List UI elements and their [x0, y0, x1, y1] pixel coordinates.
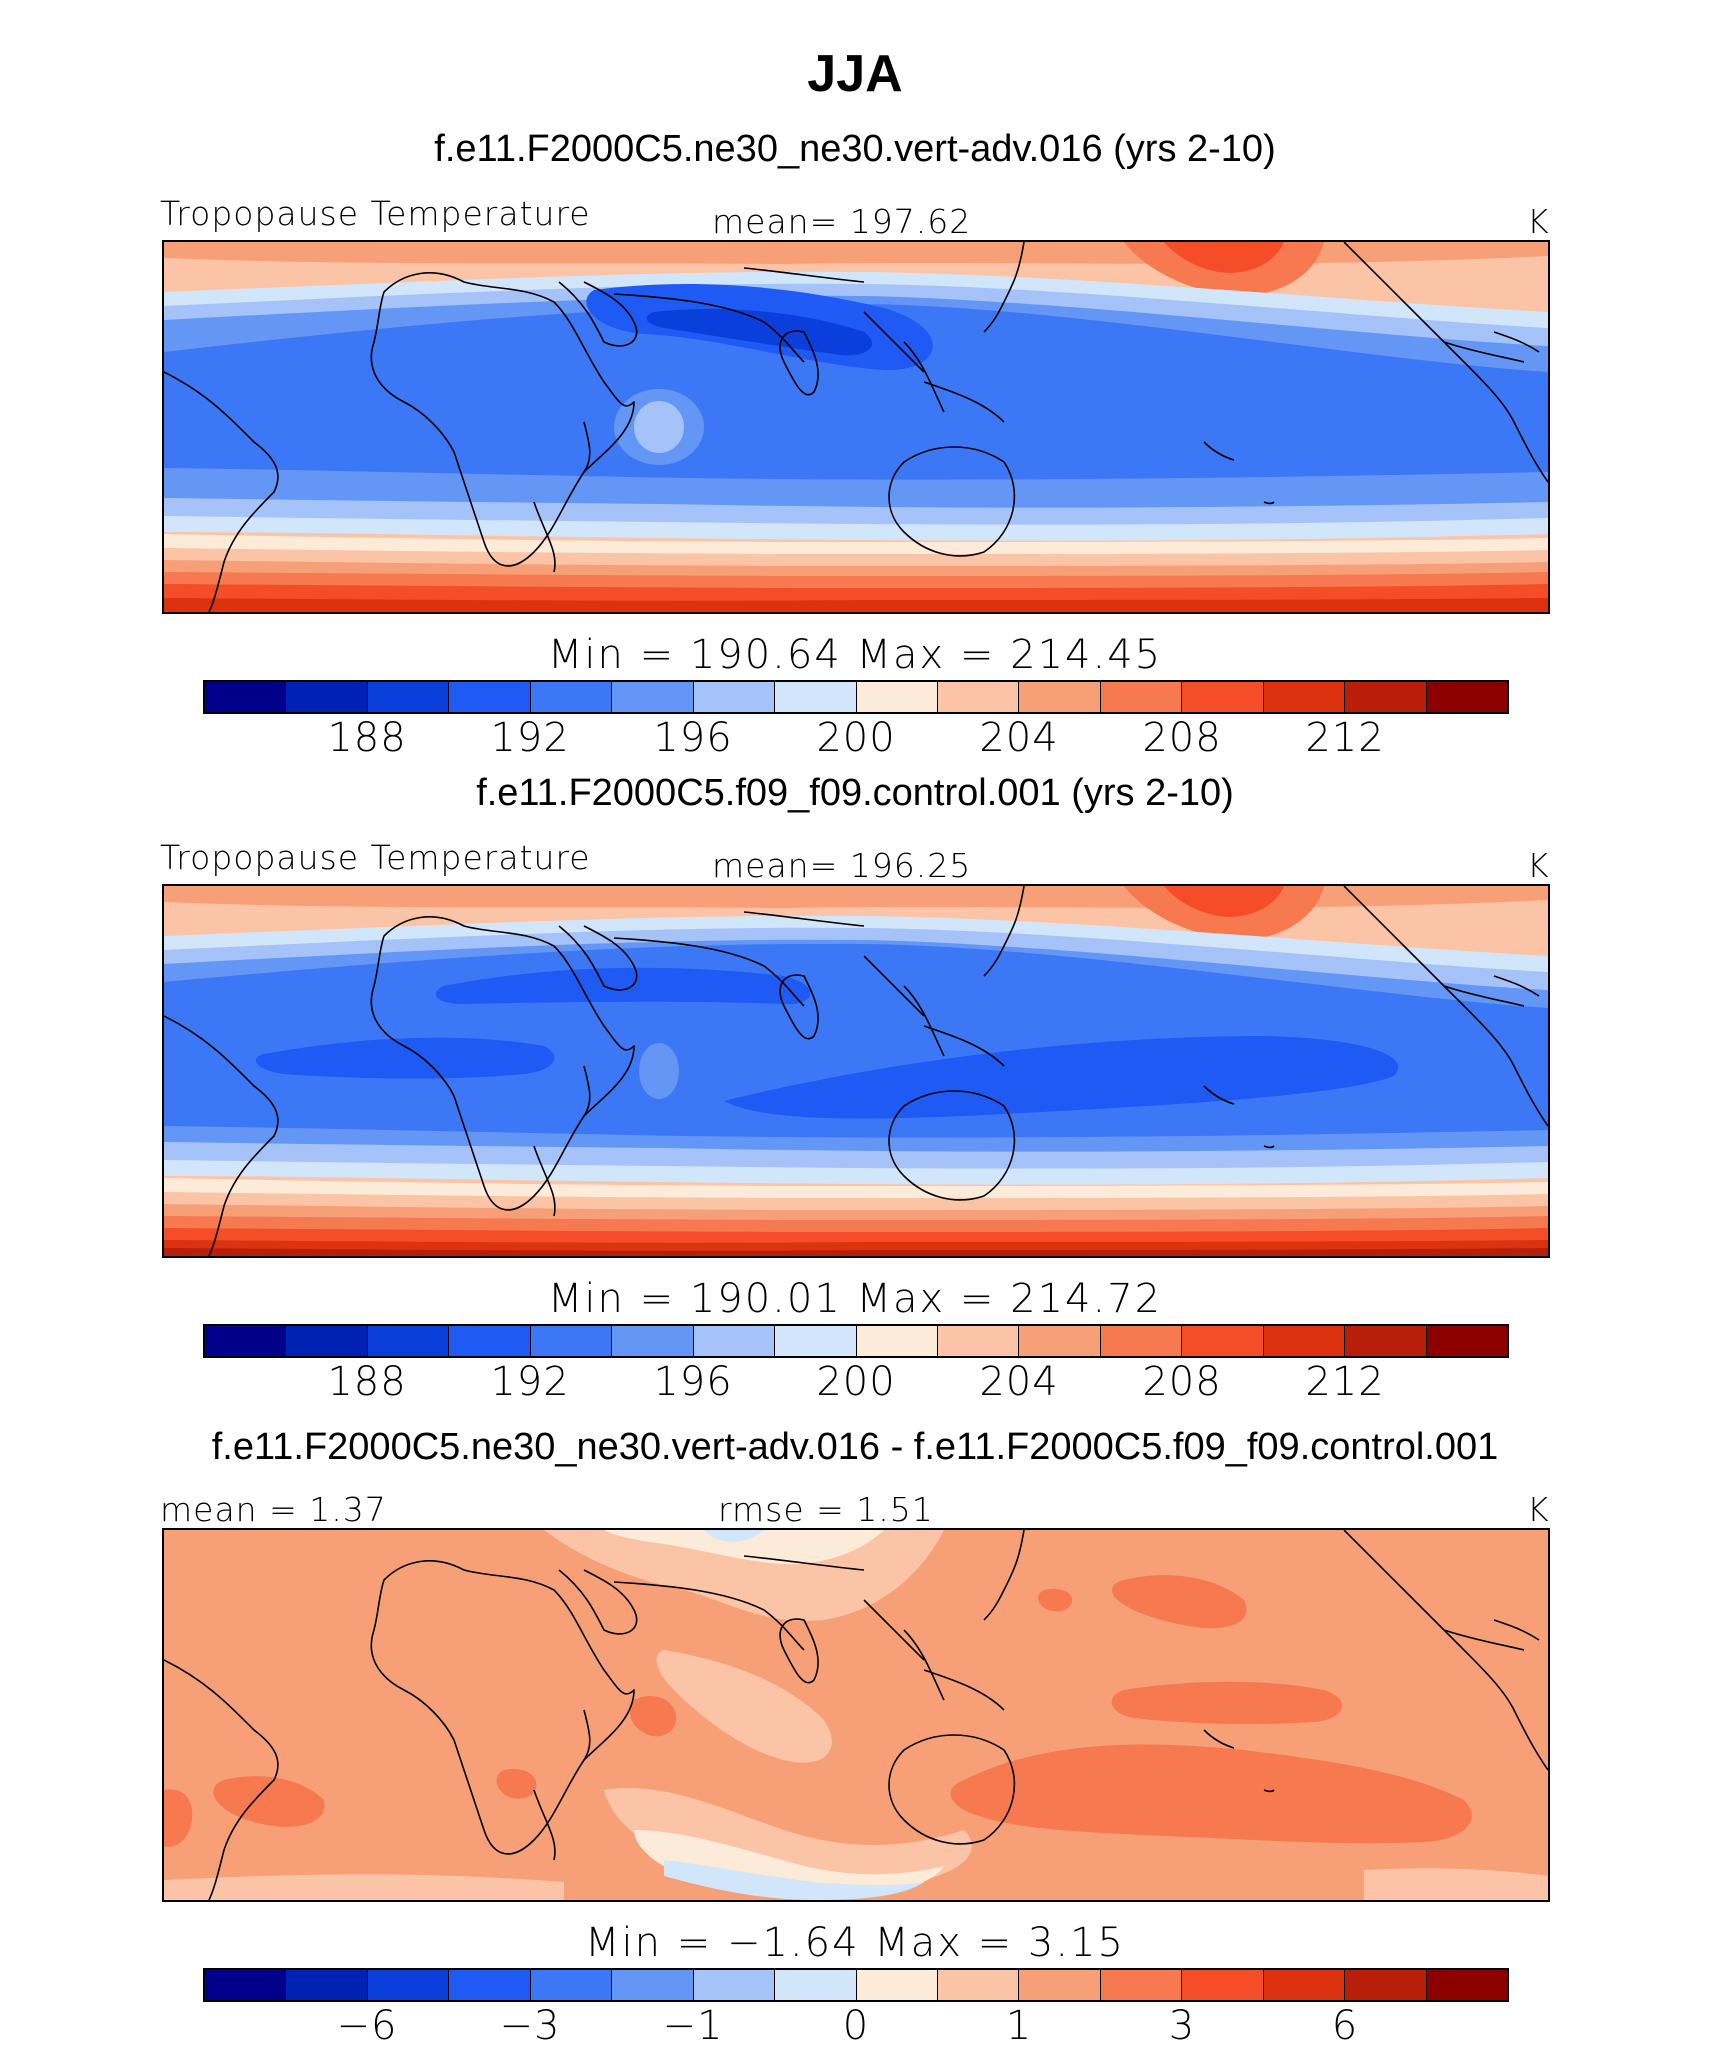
colorbar-tick-label: 208 [1142, 1359, 1222, 1405]
panel-3-colorbar [203, 1968, 1509, 2002]
colorbar-tick-label: 200 [816, 715, 896, 761]
colorbar-tick-label: 3 [1168, 2003, 1196, 2049]
colorbar-segment [1426, 682, 1507, 712]
colorbar-tick-label: 196 [653, 1359, 733, 1405]
colorbar-segment [612, 682, 694, 712]
colorbar-tick-label: 208 [1142, 715, 1222, 761]
colorbar-segment [856, 1326, 938, 1356]
colorbar-segment [1345, 682, 1427, 712]
panel-1-variable-label: Tropopause Temperature [160, 194, 591, 233]
colorbar-tick-label: 204 [979, 715, 1059, 761]
colorbar-segment [1263, 682, 1346, 712]
colorbar-segment [1019, 1970, 1101, 2000]
colorbar-segment [205, 682, 287, 712]
colorbar-segment [775, 1970, 857, 2000]
panel-1-minmax: Min = 190.64 Max = 214.45 [547, 632, 1163, 678]
panel-2-run-title: f.e11.F2000C5.f09_f09.control.001 (yrs 2… [476, 772, 1234, 814]
colorbar-segment [1426, 1326, 1507, 1356]
colorbar-tick-label: 204 [979, 1359, 1059, 1405]
colorbar-segment [286, 1970, 368, 2000]
colorbar-segment [367, 682, 450, 712]
colorbar-segment [449, 1326, 531, 1356]
panel-1-mean-label: mean= 197.62 [712, 202, 972, 241]
colorbar-tick-label: 0 [842, 2003, 870, 2049]
colorbar-tick-label: 212 [1305, 715, 1385, 761]
colorbar-segment [367, 1326, 450, 1356]
colorbar-tick-label: −1 [662, 2003, 724, 2049]
panel-2-mean-label: mean= 196.25 [712, 846, 972, 885]
panel-1-map [162, 240, 1550, 614]
colorbar-segment [530, 1326, 613, 1356]
panel-3-run-title: f.e11.F2000C5.ne30_ne30.vert-adv.016 - f… [211, 1426, 1499, 1468]
colorbar-segment [530, 1970, 613, 2000]
panel-2-units: K [1527, 846, 1550, 885]
colorbar-segment [856, 1970, 938, 2000]
colorbar-segment [693, 1326, 776, 1356]
colorbar-segment [1182, 682, 1264, 712]
colorbar-segment [1019, 682, 1101, 712]
colorbar-tick-label: −3 [499, 2003, 561, 2049]
colorbar-segment [937, 682, 1020, 712]
colorbar-tick-label: 196 [653, 715, 733, 761]
colorbar-segment [856, 682, 938, 712]
colorbar-segment [775, 1326, 857, 1356]
colorbar-tick-label: 188 [327, 1359, 407, 1405]
panel-2-map [162, 884, 1550, 1258]
panel-3-map [162, 1528, 1550, 1902]
panel-3-mean-label: mean = 1.37 [160, 1490, 387, 1529]
colorbar-segment [1345, 1970, 1427, 2000]
colorbar-segment [937, 1326, 1020, 1356]
colorbar-segment [1019, 1326, 1101, 1356]
colorbar-segment [612, 1326, 694, 1356]
panel-2-variable-label: Tropopause Temperature [160, 838, 591, 877]
panel-1-units: K [1527, 202, 1550, 241]
colorbar-segment [205, 1970, 287, 2000]
colorbar-segment [1263, 1970, 1346, 2000]
panel-3-minmax: Min = −1.64 Max = 3.15 [585, 1920, 1125, 1966]
colorbar-tick-label: 192 [490, 1359, 570, 1405]
colorbar-segment [1100, 1326, 1183, 1356]
panel-2-minmax: Min = 190.01 Max = 214.72 [547, 1276, 1163, 1322]
colorbar-segment [1345, 1326, 1427, 1356]
colorbar-segment [937, 1970, 1020, 2000]
colorbar-segment [286, 1326, 368, 1356]
colorbar-tick-label: 200 [816, 1359, 896, 1405]
colorbar-segment [693, 682, 776, 712]
colorbar-segment [449, 1970, 531, 2000]
colorbar-segment [1263, 1326, 1346, 1356]
colorbar-segment [693, 1970, 776, 2000]
colorbar-segment [205, 1326, 287, 1356]
colorbar-segment [1100, 682, 1183, 712]
colorbar-tick-label: −6 [336, 2003, 398, 2049]
figure-title: JJA [807, 45, 903, 103]
panel-3-units: K [1527, 1490, 1550, 1529]
colorbar-segment [367, 1970, 450, 2000]
colorbar-segment [775, 682, 857, 712]
colorbar-tick-label: 188 [327, 715, 407, 761]
colorbar-segment [530, 682, 613, 712]
colorbar-segment [286, 682, 368, 712]
colorbar-tick-label: 1 [1005, 2003, 1033, 2049]
colorbar-segment [1100, 1970, 1183, 2000]
colorbar-segment [612, 1970, 694, 2000]
panel-2-colorbar [203, 1324, 1509, 1358]
colorbar-tick-label: 212 [1305, 1359, 1385, 1405]
colorbar-tick-label: 192 [490, 715, 570, 761]
colorbar-segment [1182, 1970, 1264, 2000]
panel-1-colorbar [203, 680, 1509, 714]
panel-3-rmse-label: rmse = 1.51 [718, 1490, 934, 1529]
colorbar-segment [1182, 1326, 1264, 1356]
panel-1-run-title: f.e11.F2000C5.ne30_ne30.vert-adv.016 (yr… [434, 128, 1276, 170]
colorbar-segment [449, 682, 531, 712]
colorbar-segment [1426, 1970, 1507, 2000]
colorbar-tick-label: 6 [1331, 2003, 1359, 2049]
